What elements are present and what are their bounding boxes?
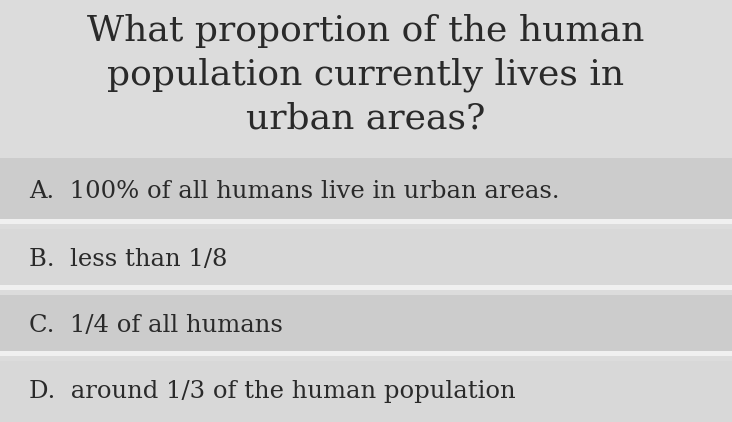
Bar (0, 219, 732, 224)
Bar (0, 285, 732, 290)
Text: What proportion of the human
population currently lives in
urban areas?: What proportion of the human population … (87, 14, 645, 135)
Bar (0, 351, 732, 356)
Text: A.  100% of all humans live in urban areas.: A. 100% of all humans live in urban area… (29, 180, 560, 203)
Bar (0, 229, 732, 290)
Bar (0, 158, 732, 224)
Text: D.  around 1/3 of the human population: D. around 1/3 of the human population (29, 380, 516, 403)
Text: C.  1/4 of all humans: C. 1/4 of all humans (29, 314, 283, 337)
Bar (0, 295, 732, 356)
Text: B.  less than 1/8: B. less than 1/8 (29, 248, 228, 271)
Bar (0, 361, 732, 422)
Bar (0, 0, 732, 158)
